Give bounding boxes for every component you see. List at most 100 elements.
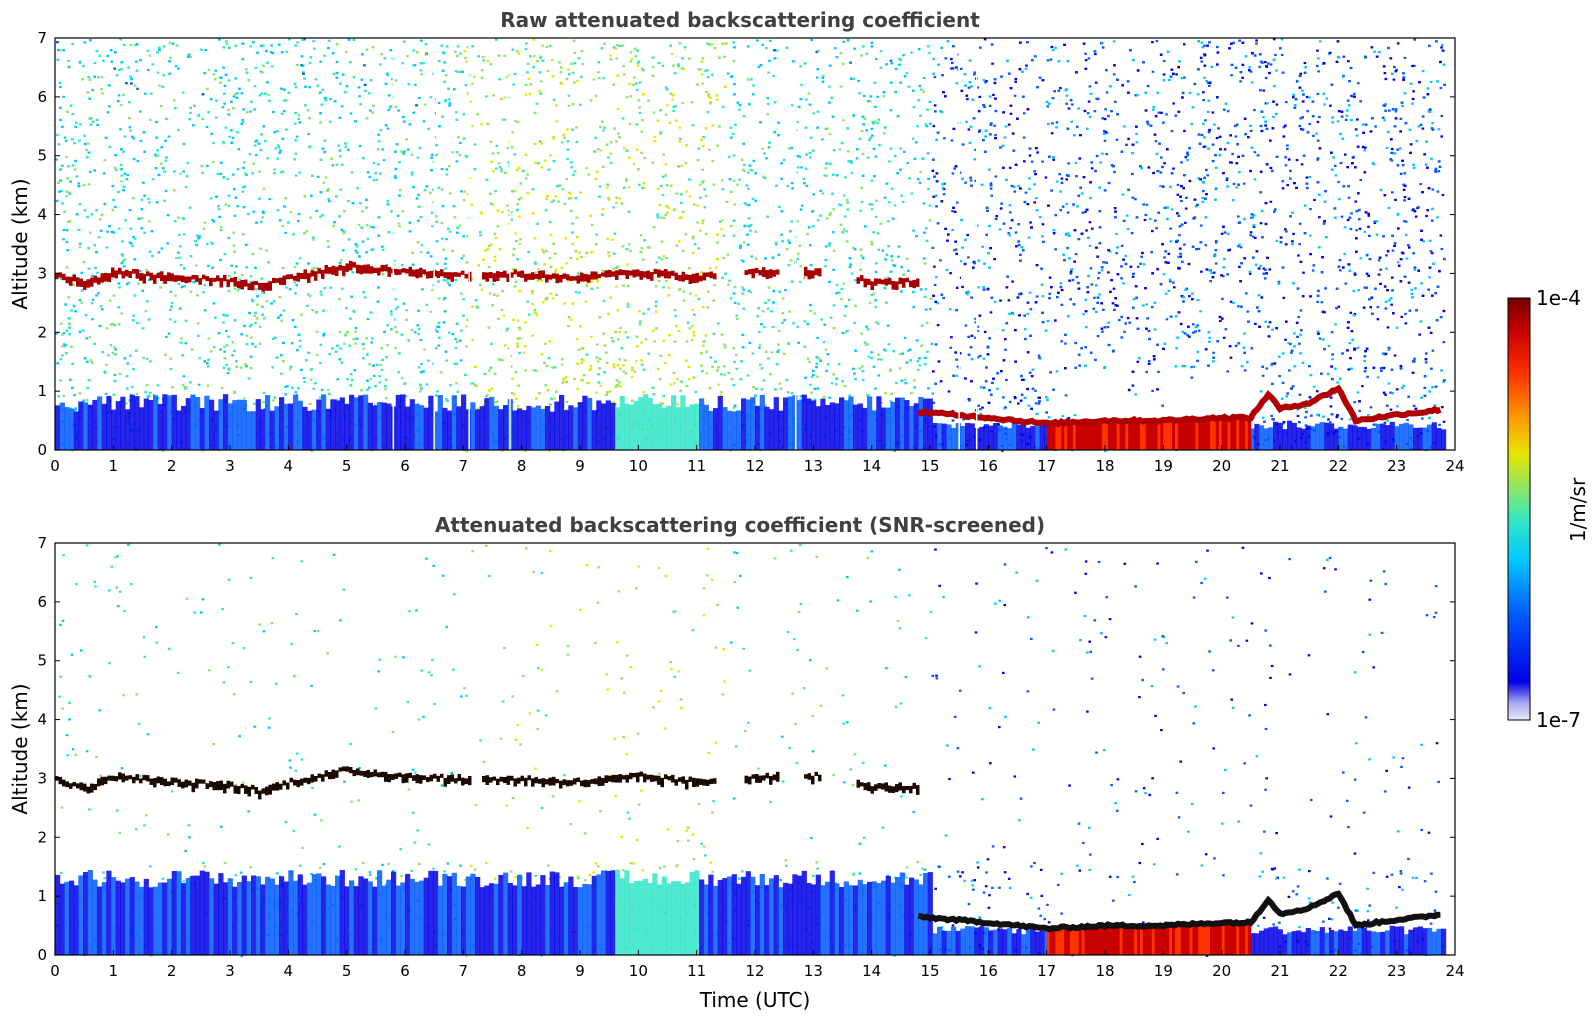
panel-raw-noise-pixel <box>562 133 565 136</box>
panel-raw-noise-pixel <box>677 63 680 66</box>
panel-raw-noise-pixel <box>1073 413 1077 417</box>
panel-raw-noise-pixel <box>280 171 283 174</box>
panel-raw-noise-pixel <box>1418 333 1421 336</box>
panel-raw-noise-pixel <box>616 309 620 312</box>
panel-raw-noise-pixel <box>1064 342 1067 345</box>
panel-raw-noise-pixel <box>423 103 427 106</box>
panel-raw-noise-pixel <box>145 268 148 272</box>
panel-raw-noise-pixel <box>716 241 719 244</box>
panel-raw-noise-pixel <box>539 57 542 60</box>
panel-raw-noise-pixel <box>905 72 909 75</box>
panel-raw-noise-pixel <box>349 112 353 115</box>
panel-raw-noise-pixel <box>502 314 506 317</box>
panel-raw-noise-pixel <box>312 387 315 390</box>
panel-raw-noise-pixel <box>295 135 299 138</box>
panel-raw-noise-pixel <box>1022 378 1026 381</box>
panel-raw-noise-pixel <box>1280 53 1284 57</box>
panel-raw-noise-pixel <box>742 288 745 291</box>
panel-raw-noise-pixel <box>624 331 627 334</box>
panel-raw-noise-pixel <box>435 153 438 156</box>
panel-raw-noise-pixel <box>226 314 229 317</box>
panel-raw-noise-pixel <box>605 186 609 189</box>
panel-raw-noise-pixel <box>211 160 215 164</box>
panel-raw-noise-pixel <box>524 93 528 96</box>
panel-raw-noise-pixel <box>1118 319 1121 322</box>
panel-raw-noise-pixel <box>1004 348 1007 351</box>
panel-raw-noise-pixel <box>74 406 78 410</box>
panel-raw-noise-pixel <box>625 96 629 99</box>
panel-raw-noise-pixel <box>1211 111 1215 114</box>
panel-raw-noise-pixel <box>105 246 109 249</box>
panel-raw-noise-pixel <box>95 294 98 297</box>
panel-raw-noise-pixel <box>1028 177 1031 180</box>
panel-raw-noise-pixel <box>1271 328 1274 331</box>
panel-raw-noise-pixel <box>125 178 129 181</box>
panel-raw-noise-pixel <box>638 81 642 84</box>
panel-raw-noise-pixel <box>403 150 407 153</box>
panel-raw-noise-pixel <box>722 42 726 45</box>
panel-raw-noise-pixel <box>1442 380 1445 383</box>
panel-raw-noise-pixel <box>1349 311 1353 314</box>
panel-raw-noise-pixel <box>982 357 986 360</box>
panel-raw-noise-pixel <box>966 98 969 101</box>
panel-raw-noise-pixel <box>1024 67 1028 70</box>
panel-raw-noise-pixel <box>1422 240 1425 243</box>
panel-raw-noise-pixel <box>500 308 504 311</box>
panel-raw-noise-pixel <box>1105 153 1108 156</box>
panel-raw-noise-pixel <box>147 197 150 200</box>
panel-raw-noise-pixel <box>1318 337 1322 340</box>
panel-raw-noise-pixel <box>732 154 736 157</box>
panel-raw-noise-pixel <box>720 373 723 376</box>
panel-raw-noise-pixel <box>1222 336 1226 339</box>
panel-raw-noise-pixel <box>1003 136 1007 139</box>
panel-raw-noise-pixel <box>735 314 738 317</box>
panel-raw-noise-pixel <box>1412 90 1415 93</box>
panel-raw-noise-pixel <box>684 233 688 236</box>
panel-raw-noise-pixel <box>865 325 868 328</box>
panel-raw-noise-pixel <box>355 251 359 254</box>
panel-raw-noise-pixel <box>1442 420 1446 423</box>
panel-raw-noise-pixel <box>719 394 723 397</box>
panel-raw-noise-pixel <box>1037 354 1041 357</box>
panel-raw-noise-pixel <box>1135 141 1139 144</box>
panel-raw-noise-pixel <box>781 297 785 300</box>
panel-raw-noise-pixel <box>812 193 815 196</box>
panel-raw-noise-pixel <box>1027 236 1031 239</box>
panel-raw-noise-pixel <box>135 392 139 396</box>
panel-raw-noise-pixel <box>241 190 245 193</box>
panel-raw-noise-pixel <box>685 384 689 388</box>
panel-raw-noise-pixel <box>747 187 750 190</box>
panel-raw-noise-pixel <box>992 93 995 96</box>
panel-raw-noise-pixel <box>662 286 665 289</box>
panel-raw-noise-pixel <box>261 210 265 213</box>
panel-raw-noise-pixel <box>632 162 636 166</box>
panel-raw-noise-pixel <box>950 336 953 339</box>
panel-raw-noise-pixel <box>922 76 926 80</box>
panel-raw-noise-pixel <box>863 341 867 344</box>
panel-raw-noise-pixel <box>1136 265 1140 268</box>
panel-raw-noise-pixel <box>372 161 376 164</box>
panel-raw-noise-pixel <box>294 391 298 394</box>
panel-raw-noise-pixel <box>1065 94 1069 97</box>
panel-raw-noise-pixel <box>822 341 826 344</box>
panel-raw-noise-pixel <box>1115 232 1118 236</box>
panel-raw-noise-pixel <box>1107 271 1110 274</box>
panel-raw-noise-pixel <box>1329 405 1333 408</box>
panel-raw-noise-pixel <box>189 290 193 293</box>
panel-raw-noise-pixel <box>207 264 210 267</box>
panel-raw-noise-pixel <box>335 163 339 166</box>
panel-raw-noise-pixel <box>1438 423 1441 426</box>
panel-raw-noise-pixel <box>1178 234 1181 237</box>
panel-raw-noise-pixel <box>62 345 66 348</box>
panel-raw-noise-pixel <box>129 129 132 132</box>
panel-raw-noise-pixel <box>62 332 66 335</box>
panel-raw-noise-pixel <box>1396 212 1400 215</box>
panel-raw-noise-pixel <box>674 314 677 318</box>
panel-raw-noise-pixel <box>1235 186 1238 189</box>
panel-raw-noise-pixel <box>1374 125 1377 128</box>
panel-raw-noise-pixel <box>1358 227 1362 230</box>
panel-raw-noise-pixel <box>607 156 610 159</box>
panel-raw-noise-pixel <box>1139 262 1142 265</box>
panel-raw-noise-pixel <box>161 449 165 452</box>
panel-raw-noise-pixel <box>1355 229 1358 232</box>
